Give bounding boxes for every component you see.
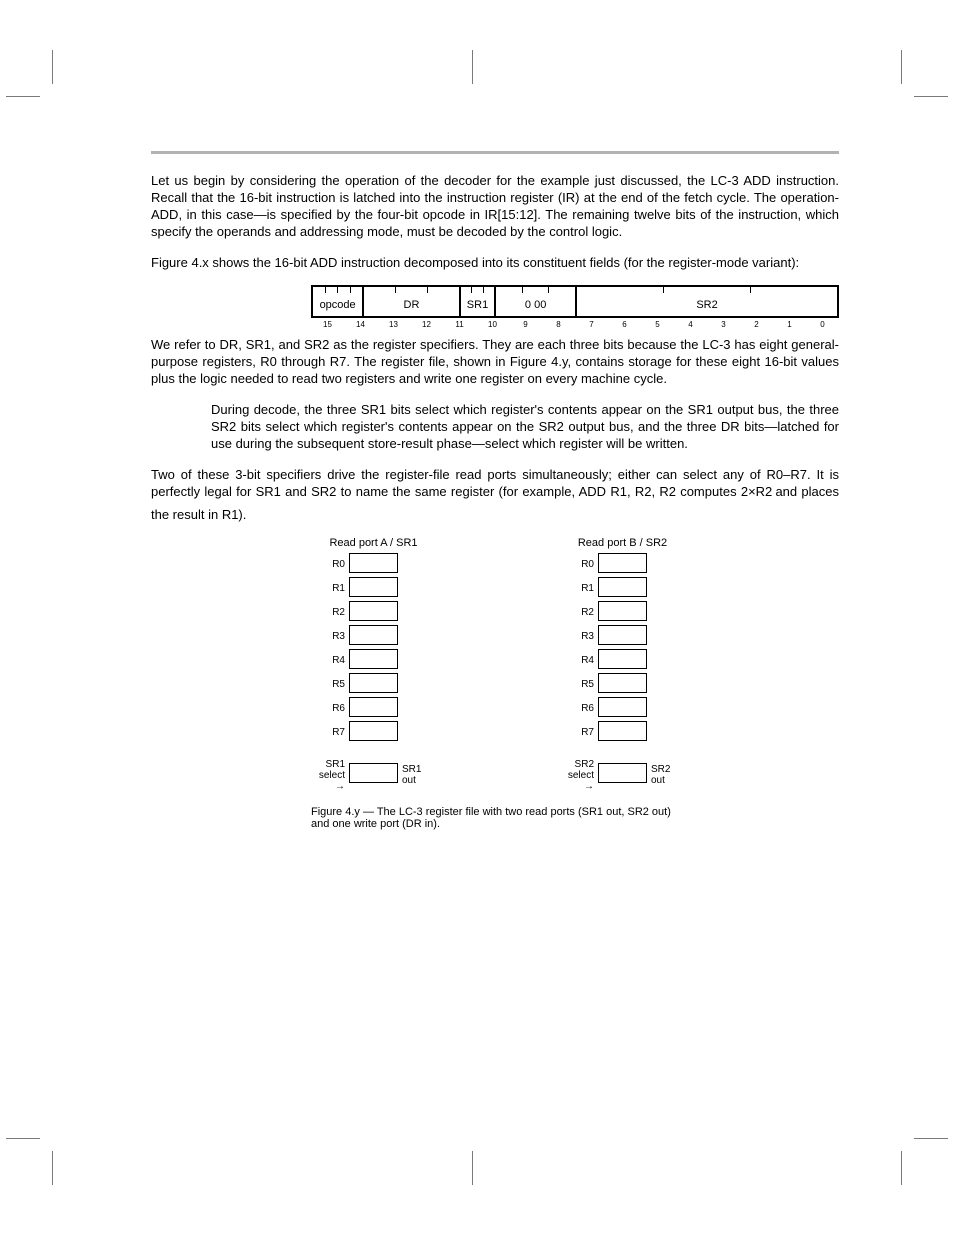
- rf-label-r0: R0: [560, 559, 598, 570]
- rf-cell-r5: [598, 673, 647, 693]
- cropmark: [6, 1138, 40, 1139]
- rf-cell-r7: [598, 721, 647, 741]
- rf-cell-r1: [598, 577, 647, 597]
- cropmark: [901, 50, 902, 84]
- cropmark: [52, 1151, 53, 1185]
- rf-left-title: Read port A / SR1: [311, 537, 436, 549]
- ir-seg-dr: DR: [364, 287, 461, 316]
- para-3: We refer to DR, SR1, and SR2 as the regi…: [151, 336, 839, 387]
- rf-label-r3: R3: [560, 631, 598, 642]
- ir-seg-opcode: opcode: [313, 287, 364, 316]
- rf-cell-r5: [349, 673, 398, 693]
- rf-right-bus: SR2 out: [647, 764, 685, 786]
- rf-cell-r4: [349, 649, 398, 669]
- rf-label-r7: R7: [311, 727, 349, 738]
- rf-label-r4: R4: [560, 655, 598, 666]
- rf-label-r1: R1: [560, 583, 598, 594]
- para-4: During decode, the three SR1 bits select…: [211, 401, 839, 452]
- rf-col-left: Read port A / SR1 R0 R1 R2 R3 R4 R5 R6 R7 SR1 s…: [311, 537, 436, 792]
- rf-col-right: Read port B / SR2 R0 R1 R2 R3 R4 R5 R6 R7 SR2 s…: [560, 537, 685, 792]
- page-content: Let us begin by considering the operatio…: [151, 172, 839, 830]
- rf-label-r2: R2: [560, 607, 598, 618]
- rf-cell-r0: [349, 553, 398, 573]
- para-5: Two of these 3-bit specifiers drive the …: [151, 466, 839, 523]
- rf-label-r0: R0: [311, 559, 349, 570]
- ir-bitnums: 1514131211109876543210: [311, 320, 839, 330]
- ir-seg-sr1: SR1: [461, 287, 496, 316]
- ir-box: opcodeDRSR10 00SR2: [311, 285, 839, 318]
- rf-left-bus: SR1 out: [398, 764, 436, 786]
- cropmark: [472, 50, 473, 84]
- rf-cell-r1: [349, 577, 398, 597]
- ir-seg-0 00: 0 00: [496, 287, 577, 316]
- rf-label-r6: R6: [560, 703, 598, 714]
- rf-cell-r6: [598, 697, 647, 717]
- rf-label-r7: R7: [560, 727, 598, 738]
- rf-left-selcell: [349, 763, 398, 783]
- rf-cell-r4: [598, 649, 647, 669]
- rf-cell-r0: [598, 553, 647, 573]
- cropmark: [914, 1138, 948, 1139]
- rf-label-r6: R6: [311, 703, 349, 714]
- cropmark: [472, 1151, 473, 1185]
- rf-cell-r2: [598, 601, 647, 621]
- para-2: Figure 4.x shows the 16-bit ADD instruct…: [151, 254, 839, 271]
- cropmark: [914, 96, 948, 97]
- rf-label-r2: R2: [311, 607, 349, 618]
- rf-right-selcell: [598, 763, 647, 783]
- rf-label-r5: R5: [560, 679, 598, 690]
- register-file-figure: Read port A / SR1 R0 R1 R2 R3 R4 R5 R6 R7 SR1 s…: [311, 537, 839, 792]
- instruction-register-figure: opcodeDRSR10 00SR2 151413121110987654321…: [311, 285, 839, 330]
- rf-right-title: Read port B / SR2: [560, 537, 685, 549]
- figure-caption: Figure 4.y — The LC-3 register file with…: [311, 806, 691, 830]
- cropmark: [901, 1151, 902, 1185]
- rf-label-r4: R4: [311, 655, 349, 666]
- para-5-before: Two of these 3-bit specifiers drive the …: [151, 467, 839, 499]
- rf-cell-r3: [349, 625, 398, 645]
- cropmark: [6, 96, 40, 97]
- ir-seg-sr2: SR2: [577, 287, 837, 316]
- rf-right-sel: SR2 select →: [560, 759, 598, 792]
- cropmark: [52, 50, 53, 84]
- header-rule: [151, 151, 839, 154]
- rf-label-r5: R5: [311, 679, 349, 690]
- rf-label-r3: R3: [311, 631, 349, 642]
- rf-cell-r2: [349, 601, 398, 621]
- rf-left-sel: SR1 select →: [311, 759, 349, 792]
- rf-label-r1: R1: [311, 583, 349, 594]
- para-1: Let us begin by considering the operatio…: [151, 172, 839, 240]
- rf-cell-r7: [349, 721, 398, 741]
- rf-cell-r3: [598, 625, 647, 645]
- rf-cell-r6: [349, 697, 398, 717]
